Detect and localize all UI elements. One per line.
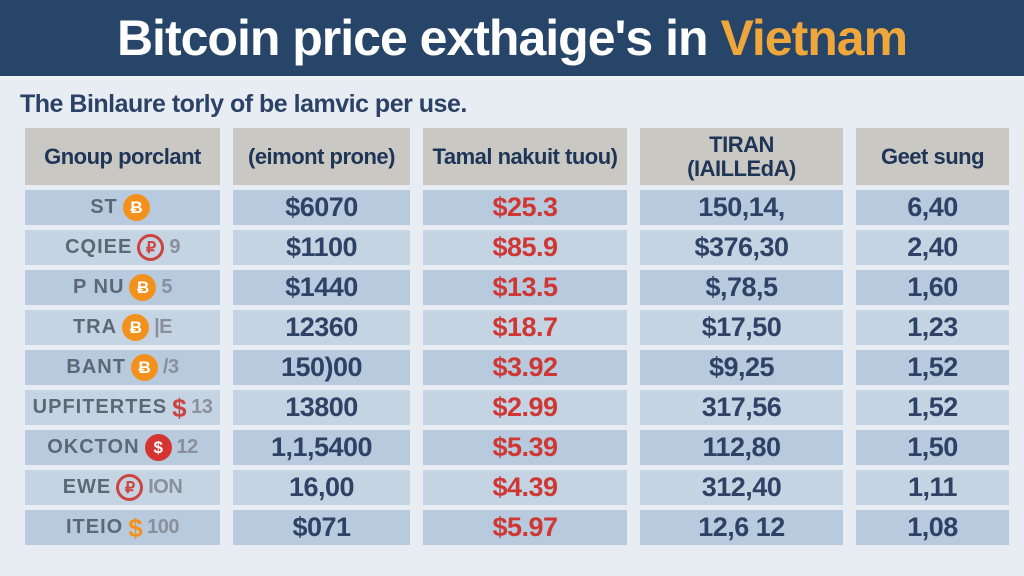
fee-cell: $18.7 <box>423 310 627 345</box>
dollar-icon: $ <box>172 392 187 423</box>
exchange-name: OKCTON <box>47 436 140 458</box>
exchange-name-cell: TRA Ƀ |E <box>25 310 220 345</box>
exchange-name: P NU <box>72 276 125 298</box>
tiran-cell: 312,40 <box>640 470 843 505</box>
table-row: CQIEE ₽ 9 $1100 $85.9 $376,30 2,40 <box>25 230 1009 265</box>
exchange-name: CQIEE <box>65 236 133 258</box>
fee-cell: $5.97 <box>423 510 627 545</box>
header-tiran: TIRAN (IAILLEdA) <box>640 128 843 185</box>
price-cell: $1100 <box>233 230 410 265</box>
rating-cell: 1,52 <box>856 390 1009 425</box>
header-geet-sung: Geet sung <box>856 128 1009 185</box>
fee-cell: $85.9 <box>423 230 627 265</box>
dollar-icon: $ <box>128 512 143 543</box>
exchange-name: TRA <box>72 316 118 338</box>
dollar-icon: $ <box>144 434 172 461</box>
tiran-cell: $9,25 <box>640 350 843 385</box>
table-row: UPFITERTES $ 13 13800 $2.99 317,56 1,52 <box>25 390 1009 425</box>
table-row: TRA Ƀ |E 12360 $18.7 $17,50 1,23 <box>25 310 1009 345</box>
fee-cell: $5.39 <box>423 430 627 465</box>
exchange-name: BANT <box>66 356 126 378</box>
header-group-porclant: Gnoup porclant <box>25 128 220 185</box>
bitcoin-icon: Ƀ <box>122 194 150 221</box>
fee-cell: $3.92 <box>423 350 627 385</box>
rating-cell: 1,50 <box>856 430 1009 465</box>
rating-cell: 2,40 <box>856 230 1009 265</box>
tiran-cell: $17,50 <box>640 310 843 345</box>
rating-cell: 1,52 <box>856 350 1009 385</box>
exchange-name-suffix: 13 <box>191 396 213 418</box>
rating-cell: 1,08 <box>856 510 1009 545</box>
rating-cell: 1,60 <box>856 270 1009 305</box>
exchange-name-suffix: 9 <box>169 236 180 258</box>
exchange-name-cell: CQIEE ₽ 9 <box>25 230 220 265</box>
table-header-row: Gnoup porclant (eimont prone) Tamal naku… <box>25 128 1009 185</box>
subtitle-area: The Binlaure torly of be lamvic per use. <box>0 80 1024 128</box>
exchange-name-suffix: 12 <box>176 436 199 458</box>
exchange-name-suffix: 100 <box>147 516 180 538</box>
bitcoin-icon: Ƀ <box>130 354 158 381</box>
exchange-table: Gnoup porclant (eimont prone) Tamal naku… <box>25 128 1009 545</box>
tiran-cell: 150,14, <box>640 190 843 225</box>
subtitle-text: The Binlaure torly of be lamvic per use. <box>20 90 467 118</box>
table-row: EWE ₽ ION 16,00 $4.39 312,40 1,11 <box>25 470 1009 505</box>
exchange-name: ITEIO <box>65 516 124 538</box>
exchange-name-suffix: ION <box>148 476 183 498</box>
table-row: BANT Ƀ /3 150)00 $3.92 $9,25 1,52 <box>25 350 1009 385</box>
exchange-name-cell: UPFITERTES $ 13 <box>25 390 220 425</box>
exchange-name-suffix: /3 <box>162 356 179 378</box>
exchange-name-suffix: 5 <box>161 276 173 298</box>
price-cell: 1,1,5400 <box>233 430 410 465</box>
exchange-name-cell: ST Ƀ <box>25 190 220 225</box>
exchange-name-cell: EWE ₽ ION <box>25 470 220 505</box>
ruble-icon: ₽ <box>137 234 165 261</box>
tiran-cell: $376,30 <box>640 230 843 265</box>
price-cell: 16,00 <box>233 470 410 505</box>
table-row: P NU Ƀ 5 $1440 $13.5 $,78,5 1,60 <box>25 270 1009 305</box>
exchange-name: EWE <box>62 476 112 498</box>
exchange-name-cell: P NU Ƀ 5 <box>25 270 220 305</box>
bitcoin-icon: Ƀ <box>122 314 150 341</box>
fee-cell: $13.5 <box>423 270 627 305</box>
price-cell: $071 <box>233 510 410 545</box>
page-title-text: Bitcoin price exthaige's in <box>116 10 721 66</box>
title-band: Bitcoin price exthaige's in Vietnam <box>0 0 1024 80</box>
page-title: Bitcoin price exthaige's in Vietnam <box>116 9 908 67</box>
price-cell: 150)00 <box>233 350 410 385</box>
exchange-name-suffix: |E <box>154 316 173 338</box>
header-eimont-prone: (eimont prone) <box>233 128 410 185</box>
exchange-name: ST <box>90 196 118 218</box>
rating-cell: 6,40 <box>856 190 1009 225</box>
price-cell: 12360 <box>233 310 410 345</box>
tiran-cell: 12,6 12 <box>640 510 843 545</box>
exchange-name-cell: ITEIO $ 100 <box>25 510 220 545</box>
fee-cell: $25.3 <box>423 190 627 225</box>
price-cell: $1440 <box>233 270 410 305</box>
ruble-icon: ₽ <box>116 474 144 501</box>
table-row: OKCTON $ 12 1,1,5400 $5.39 112,80 1,50 <box>25 430 1009 465</box>
tiran-cell: 317,56 <box>640 390 843 425</box>
tiran-cell: 112,80 <box>640 430 843 465</box>
bitcoin-icon: Ƀ <box>129 274 157 301</box>
rating-cell: 1,11 <box>856 470 1009 505</box>
tiran-cell: $,78,5 <box>640 270 843 305</box>
fee-cell: $2.99 <box>423 390 627 425</box>
header-tamal-nakuit: Tamal nakuit tuou) <box>423 128 627 185</box>
exchange-name: UPFITERTES <box>32 396 168 418</box>
fee-cell: $4.39 <box>423 470 627 505</box>
table-row: ITEIO $ 100 $071 $5.97 12,6 12 1,08 <box>25 510 1009 545</box>
table-row: ST Ƀ $6070 $25.3 150,14, 6,40 <box>25 190 1009 225</box>
page-title-highlight: Vietnam <box>720 10 908 66</box>
price-cell: 13800 <box>233 390 410 425</box>
price-cell: $6070 <box>233 190 410 225</box>
exchange-name-cell: BANT Ƀ /3 <box>25 350 220 385</box>
rating-cell: 1,23 <box>856 310 1009 345</box>
exchange-name-cell: OKCTON $ 12 <box>25 430 220 465</box>
